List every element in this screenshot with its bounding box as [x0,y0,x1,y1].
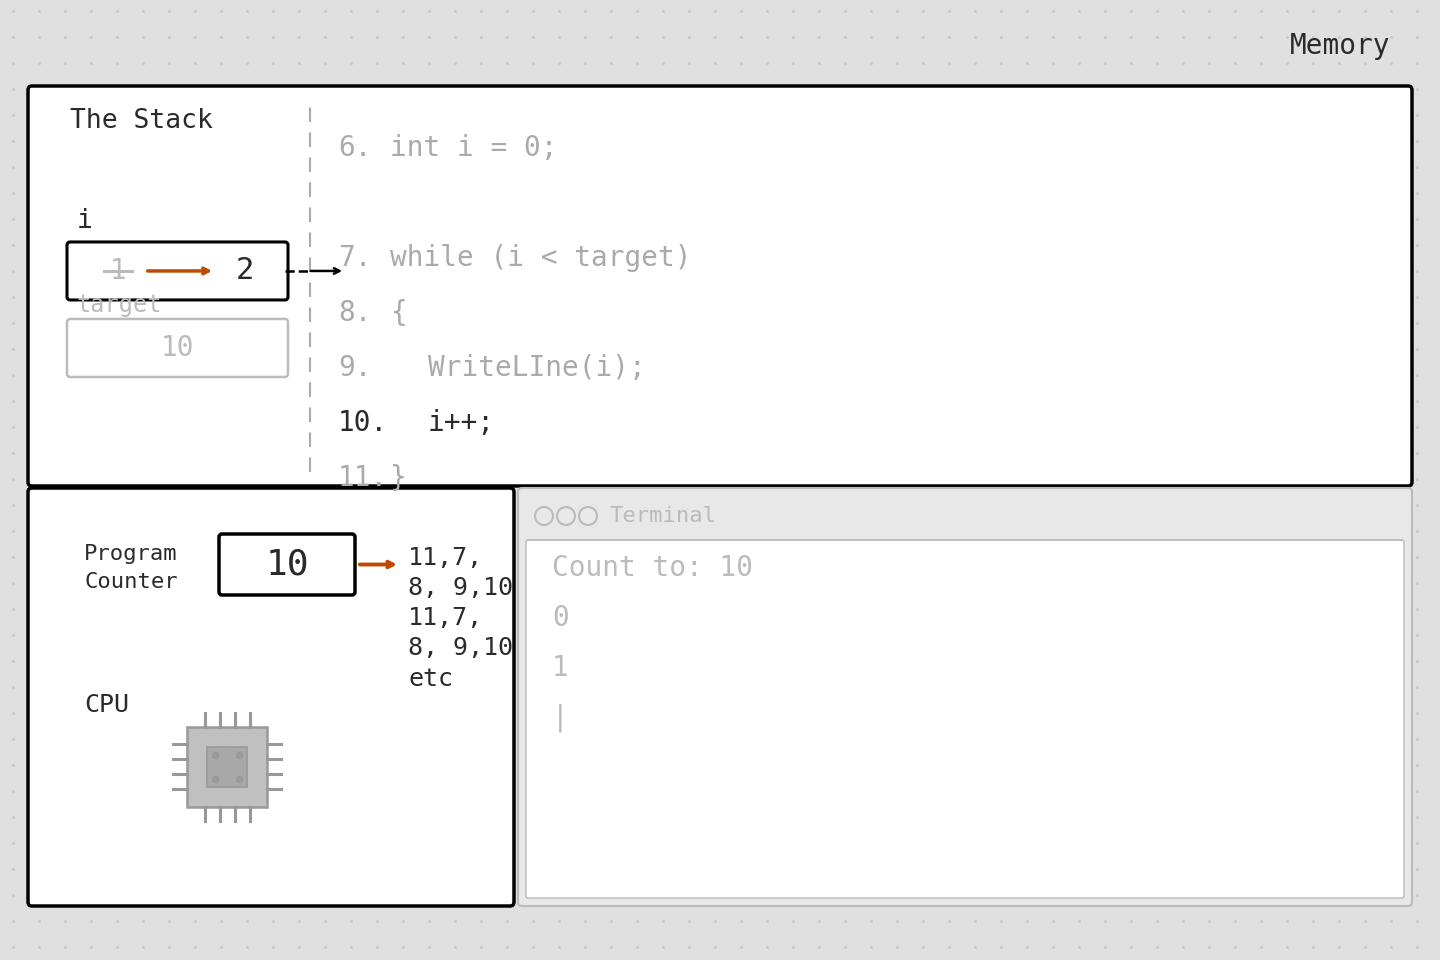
Text: 1: 1 [109,257,127,285]
Text: while (i < target): while (i < target) [390,244,691,272]
Text: i: i [76,208,92,234]
Text: }: } [390,464,406,492]
Text: 10: 10 [265,547,308,582]
Text: {: { [390,299,406,327]
Text: Terminal: Terminal [611,506,717,526]
Text: etc: etc [408,666,454,690]
Text: int i = 0;: int i = 0; [390,134,557,162]
FancyBboxPatch shape [68,319,288,377]
Text: 7.: 7. [338,244,372,272]
Text: 10.: 10. [338,409,389,437]
Text: 2: 2 [236,256,255,285]
Text: target: target [76,293,163,317]
FancyBboxPatch shape [219,534,356,595]
Text: 11,7,: 11,7, [408,546,482,570]
FancyBboxPatch shape [526,540,1404,898]
Text: 1: 1 [552,654,569,682]
FancyBboxPatch shape [27,86,1413,486]
Text: 8.: 8. [338,299,372,327]
Text: |: | [552,704,569,732]
Text: 0: 0 [552,604,569,632]
FancyBboxPatch shape [68,242,288,300]
Text: 11,7,: 11,7, [408,607,482,631]
FancyBboxPatch shape [518,488,1413,906]
Text: Counter: Counter [84,572,177,592]
Text: 10: 10 [161,334,194,362]
Text: Memory: Memory [1289,32,1390,60]
FancyBboxPatch shape [207,747,248,786]
Text: Count to: 10: Count to: 10 [552,554,753,582]
FancyBboxPatch shape [27,488,514,906]
Text: 11.: 11. [338,464,389,492]
Text: Program: Program [84,544,177,564]
Text: CPU: CPU [84,693,130,717]
Text: 8, 9,10: 8, 9,10 [408,636,513,660]
Text: The Stack: The Stack [71,108,213,134]
Text: 8, 9,10: 8, 9,10 [408,577,513,601]
Text: 6.: 6. [338,134,372,162]
FancyBboxPatch shape [187,727,266,806]
Text: i++;: i++; [428,409,495,437]
Text: 9.: 9. [338,354,372,382]
Text: WriteLIne(i);: WriteLIne(i); [428,354,645,382]
